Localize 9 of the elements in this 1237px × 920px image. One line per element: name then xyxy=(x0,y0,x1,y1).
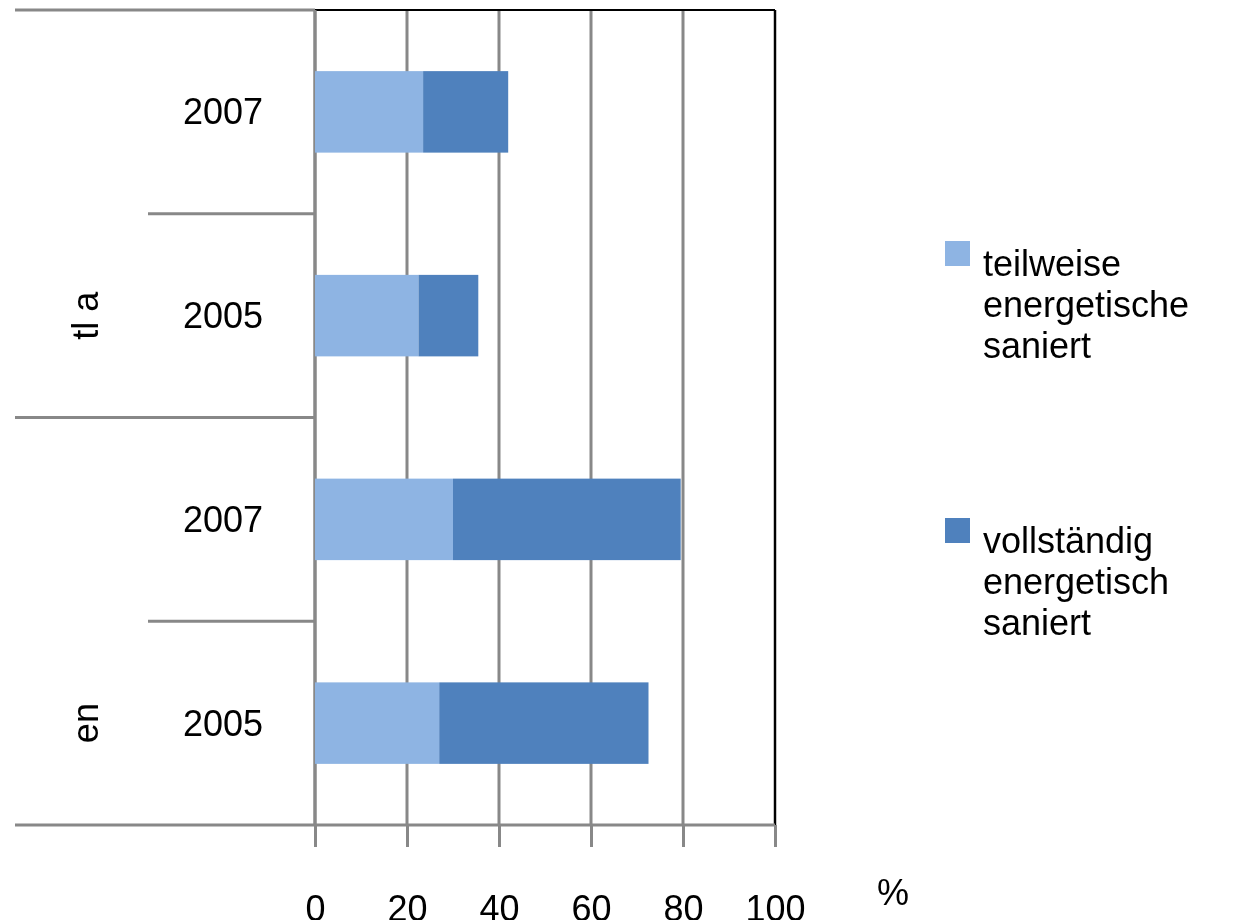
y-tick-label: 2007 xyxy=(182,498,264,540)
x-axis-title: % xyxy=(876,872,910,913)
legend-label: vollständig energetisch saniert xyxy=(983,519,1170,643)
y-tick-label: 2007 xyxy=(182,91,264,133)
legend-label: teilweise energetische saniert xyxy=(983,242,1190,366)
y-tick-label: 2005 xyxy=(182,295,264,337)
text: tl a xyxy=(64,290,106,340)
text: en xyxy=(64,703,106,744)
y-tick-label: 2005 xyxy=(182,702,264,744)
